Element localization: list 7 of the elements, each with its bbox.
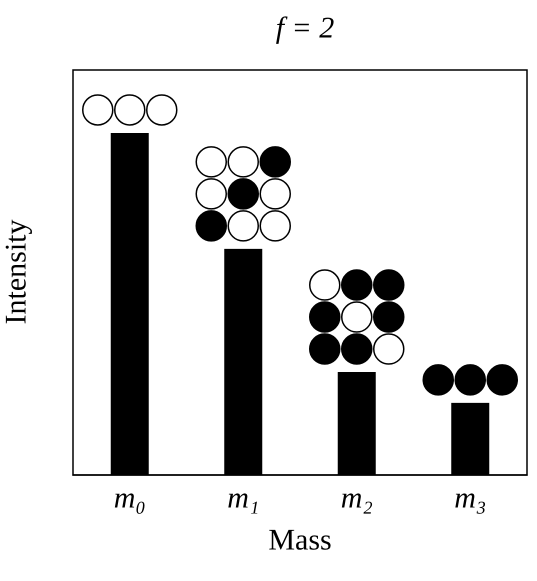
x-tick-label: m₀ bbox=[114, 482, 146, 514]
x-tick-label: m₃ bbox=[454, 482, 486, 514]
x-axis-title: Mass bbox=[268, 524, 332, 556]
chart-title: f = 2 bbox=[276, 12, 334, 44]
x-tick-label: m₁ bbox=[227, 482, 260, 514]
y-axis-title: Intensity bbox=[0, 220, 32, 324]
x-tick-label: m₂ bbox=[340, 482, 373, 514]
